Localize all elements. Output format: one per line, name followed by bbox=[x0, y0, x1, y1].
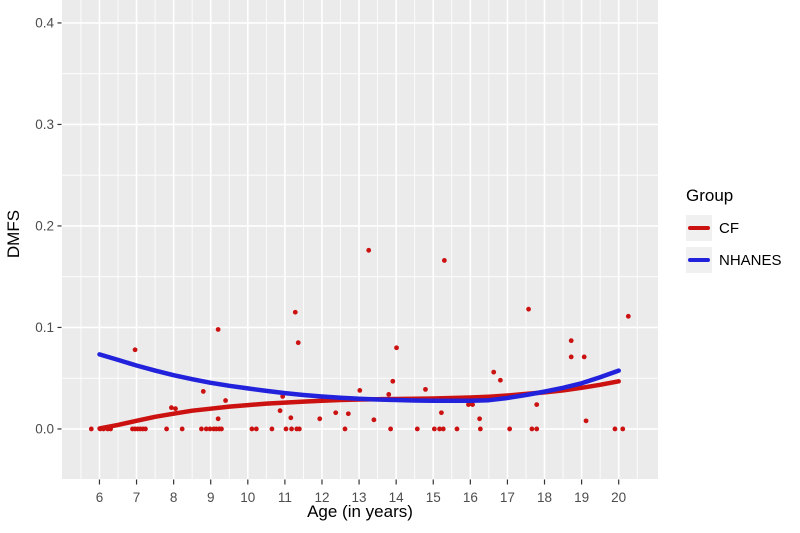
scatter-point bbox=[491, 369, 497, 375]
x-tick-label: 18 bbox=[537, 490, 552, 505]
scatter-point bbox=[423, 386, 428, 392]
scatter-point bbox=[568, 354, 574, 360]
scatter-point bbox=[249, 426, 255, 432]
x-axis-title: Age (in years) bbox=[307, 502, 413, 521]
y-tick-label: 0.0 bbox=[35, 421, 54, 436]
x-tick-label: 9 bbox=[207, 490, 215, 505]
x-tick-label: 7 bbox=[133, 490, 141, 505]
x-tick-label: 11 bbox=[278, 490, 292, 505]
scatter-point bbox=[386, 392, 392, 397]
x-tick-label: 6 bbox=[96, 490, 104, 505]
scatter-point bbox=[317, 416, 323, 422]
scatter-point bbox=[277, 408, 283, 414]
scatter-point bbox=[295, 340, 301, 346]
scatter-point bbox=[388, 426, 393, 432]
legend-title: Group bbox=[686, 186, 734, 205]
scatter-point bbox=[583, 418, 589, 424]
scatter-point bbox=[357, 387, 363, 393]
scatter-point bbox=[477, 416, 483, 422]
scatter-point bbox=[466, 402, 471, 407]
scatter-point bbox=[581, 354, 587, 360]
scatter-point bbox=[454, 426, 460, 432]
scatter-point bbox=[143, 426, 148, 432]
x-tick-label: 17 bbox=[500, 490, 515, 505]
scatter-point bbox=[437, 426, 442, 432]
scatter-point bbox=[88, 426, 94, 432]
scatter-point bbox=[439, 410, 444, 416]
scatter-point bbox=[431, 426, 437, 432]
y-tick-label: 0.3 bbox=[35, 117, 54, 132]
scatter-point bbox=[441, 258, 447, 263]
scatter-point bbox=[203, 426, 209, 432]
scatter-point bbox=[289, 426, 294, 432]
nhanes-smooth-curve bbox=[97, 352, 621, 404]
scatter-point bbox=[199, 426, 204, 432]
scatter-point bbox=[200, 389, 206, 394]
scatter-point bbox=[296, 426, 302, 432]
scatter-point bbox=[612, 426, 618, 432]
scatter-point bbox=[507, 426, 513, 432]
scatter-point bbox=[207, 426, 213, 432]
scatter-point bbox=[292, 309, 298, 315]
scatter-point bbox=[470, 402, 475, 407]
scatter-point bbox=[394, 345, 399, 351]
scatter-point bbox=[526, 306, 531, 312]
scatter-point bbox=[477, 426, 483, 432]
scatter-point bbox=[280, 394, 286, 399]
scatter-point bbox=[219, 426, 224, 432]
legend-entry-cf: CF bbox=[686, 215, 800, 241]
panel-background bbox=[62, 0, 658, 479]
scatter-point bbox=[414, 426, 420, 432]
scatter-point bbox=[440, 426, 446, 432]
scatter-point bbox=[366, 247, 372, 253]
scatter-point bbox=[390, 378, 396, 384]
legend-entry-nhanes: NHANES bbox=[686, 247, 800, 273]
legend-label-cf: CF bbox=[719, 219, 739, 237]
scatter-point bbox=[215, 327, 221, 332]
y-axis-title: DMFS bbox=[4, 209, 23, 259]
scatter-point bbox=[529, 426, 535, 432]
x-tick-label: 19 bbox=[574, 490, 589, 505]
scatter-point bbox=[269, 426, 275, 432]
scatter-point bbox=[283, 426, 289, 432]
x-tick-label: 15 bbox=[426, 490, 441, 505]
scatter-point bbox=[497, 377, 503, 383]
y-tick-label: 0.1 bbox=[35, 320, 54, 335]
scatter-point bbox=[223, 398, 228, 403]
scatter-point bbox=[625, 313, 631, 319]
scatter-point bbox=[568, 338, 574, 344]
x-tick-label: 8 bbox=[170, 490, 178, 505]
x-tick-label: 16 bbox=[463, 490, 478, 505]
x-tick-label: 12 bbox=[314, 490, 329, 505]
cf-key-swatch bbox=[686, 215, 712, 241]
scatter-point bbox=[253, 426, 259, 432]
scatter-point bbox=[534, 402, 540, 407]
scatter-point bbox=[345, 411, 351, 417]
scatter-point bbox=[342, 426, 348, 432]
scatter-point bbox=[173, 406, 178, 412]
y-tick-label: 0.2 bbox=[35, 218, 54, 233]
nhanes-key-swatch bbox=[686, 247, 712, 273]
scatter-point bbox=[169, 405, 174, 411]
nhanes-line-icon bbox=[688, 257, 710, 263]
scatter-point bbox=[620, 426, 626, 432]
x-tick-label: 14 bbox=[389, 490, 405, 505]
y-tick-label: 0.4 bbox=[35, 15, 54, 30]
x-tick-label: 20 bbox=[611, 490, 626, 505]
legend: Group CF NHANES bbox=[686, 186, 800, 279]
scatter-point bbox=[534, 426, 540, 432]
scatter-point bbox=[333, 410, 339, 416]
legend-label-nhanes: NHANES bbox=[719, 251, 782, 269]
scatter-point bbox=[164, 426, 169, 432]
x-tick-label: 13 bbox=[352, 490, 367, 505]
scatter-point bbox=[371, 417, 377, 423]
scatter-point bbox=[132, 347, 138, 353]
scatter-point bbox=[288, 415, 294, 421]
scatter-point bbox=[179, 426, 185, 432]
cf-line-icon bbox=[688, 225, 710, 231]
x-tick-label: 10 bbox=[240, 490, 255, 505]
scatter-point bbox=[215, 416, 221, 422]
